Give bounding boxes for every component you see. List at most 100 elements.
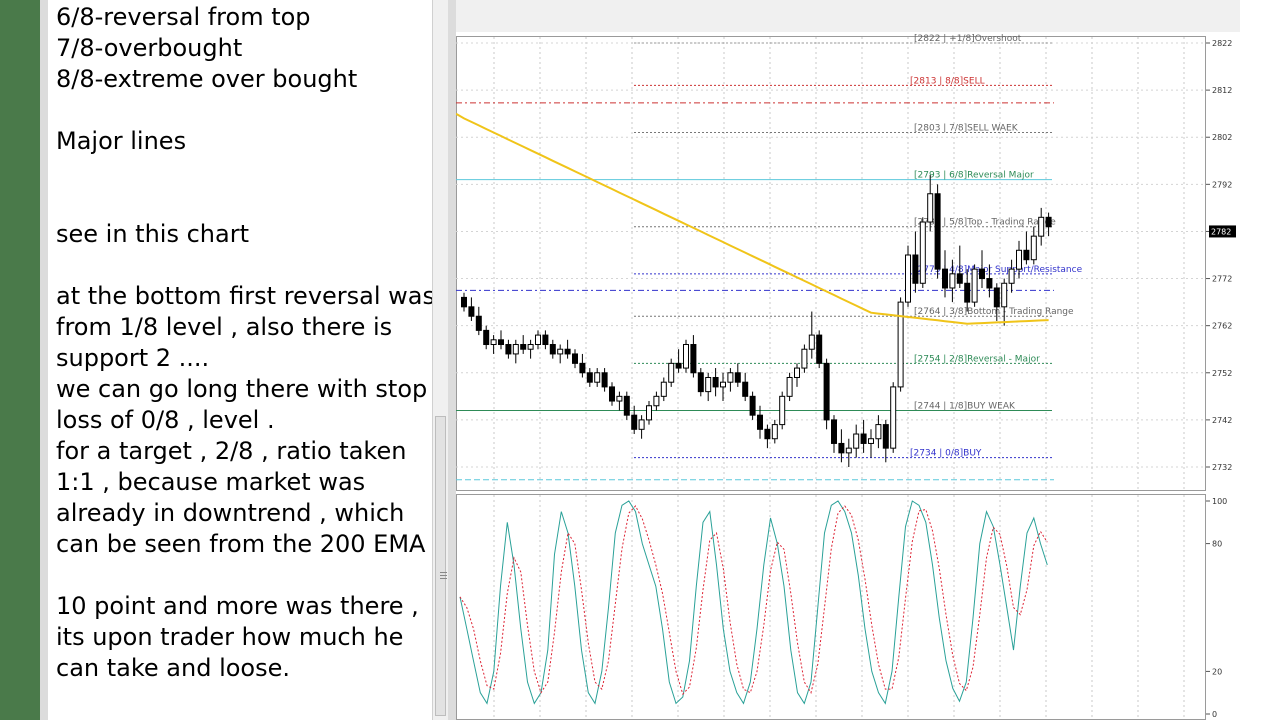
candle-body [831,419,837,444]
candle-body [535,334,541,346]
candle-body [586,372,593,383]
candle-body [1016,249,1022,270]
candle-body [742,381,749,397]
candle-body [564,348,571,355]
candle-body [549,344,556,355]
chart-toolbar [456,0,1240,33]
note-line: from 1/8 level , also there is [56,313,393,341]
candle-body [979,268,985,280]
stochastic-main-line [459,500,1048,705]
candle-body [557,348,564,355]
murrey-level-label: [2754 | 2/8]Reversal - Major [914,354,1040,364]
notes-scrollbar[interactable] [432,0,449,720]
murrey-level-label: [2773 | 4/8]Major Support/Resistance [914,265,1083,275]
candle-body [646,405,652,421]
price-tick-label: 2742 [1212,416,1232,425]
candle-body [468,306,475,317]
candle-body [860,433,867,444]
candle-body [986,278,993,289]
murrey-levels: [2822 | +1/8]Overshoot [2813 | 8/8]SELL [2… [456,34,1083,481]
candle-body [601,372,608,388]
candle-body [838,442,845,454]
pane-splitter[interactable] [448,0,456,720]
candle-body [757,414,763,430]
chart-background [456,32,1240,720]
note-line: already in downtrend , which [56,499,405,527]
grip-line [440,578,447,579]
candle-body [749,395,756,416]
candle-body [1001,282,1008,308]
price-tick-label: 2812 [1212,86,1232,95]
chart-canvas: [2822 | +1/8]Overshoot [2813 | 8/8]SELL [2… [455,32,1240,720]
candle-body [683,344,689,369]
stochastic-oscillator: 100 80 20 0 [459,497,1227,719]
candle-body [720,381,726,388]
candle-body [475,315,482,331]
current-price-tag [1209,225,1236,238]
candle-body [949,273,956,289]
murrey-level-label: [2744 | 1/8]BUY WEAK [914,401,1016,411]
candle-body [764,428,771,440]
stochastic-tick-label: 0 [1212,710,1217,719]
left-window-edge [0,0,48,720]
candle-body [653,395,660,407]
note-line: its upon trader how much he [56,623,404,651]
current-price-label: 2782 [1211,227,1231,236]
candle-body [505,344,512,355]
candle-body [638,419,645,430]
note-line: 10 point and more was there , [56,592,419,620]
murrey-level-label: [2813 | 8/8]SELL [910,76,985,86]
candle-body [964,282,971,303]
candle-body [971,268,978,303]
price-tick-label: 2802 [1212,133,1232,142]
candle-body [631,414,638,430]
candle-body [905,254,911,303]
murrey-level-label: [2764 | 3/8]Bottom - Trading Range [914,307,1074,317]
candle-body [734,372,741,383]
notes-panel[interactable]: 6/8-reversal from top 7/8-overbought 8/8-e… [48,0,432,720]
candle-body [956,273,963,284]
candle-body [801,348,808,369]
candle-body [875,424,882,440]
candle-body [868,438,874,444]
murrey-level-label: [2793 | 6/8]Reversal Major [914,171,1034,181]
murrey-level-label: [2734 | 0/8]BUY [910,449,982,459]
candle-body [845,447,852,454]
candle-body [934,193,941,270]
candle-body [1023,249,1030,261]
candle-body [660,381,667,397]
candle-body [808,334,815,350]
note-line: 6/8-reversal from top [56,3,311,31]
price-tick-label: 2822 [1212,39,1232,48]
candle-body [616,395,623,402]
candle-body [579,362,586,374]
note-line: we can go long there with stop [56,375,428,403]
note-line: Major lines [56,127,187,155]
candle-body [816,334,823,364]
candle-body [1008,268,1015,284]
candle-body [771,424,778,440]
stochastic-tick-label: 100 [1212,497,1227,506]
murrey-level-label: [2822 | +1/8]Overshoot [914,34,1022,44]
candlesticks [461,174,1052,467]
candle-body [927,193,934,223]
murrey-level-label: [2783 | 5/8]Top - Trading Range [914,218,1056,228]
candle-body [712,376,719,388]
price-chart[interactable]: [2822 | +1/8]Overshoot [2813 | 8/8]SELL [2… [455,32,1240,720]
candle-body [520,344,527,350]
candle-body [1045,216,1052,228]
candle-body [993,287,1000,308]
right-margin [1240,0,1280,720]
note-line: 8/8-extreme over bought [56,65,358,93]
candle-body [690,344,697,374]
scrollbar-thumb[interactable] [435,416,447,716]
candle-body [794,367,800,378]
window-border [40,0,48,720]
note-line: loss of 0/8 , level . [56,406,275,434]
candle-body [897,301,904,388]
price-tick-label: 2762 [1212,322,1232,331]
candle-body [527,344,534,350]
note-line: at the bottom first reversal was [56,282,432,310]
candle-body [890,386,897,449]
note-line: see in this chart [56,220,249,248]
